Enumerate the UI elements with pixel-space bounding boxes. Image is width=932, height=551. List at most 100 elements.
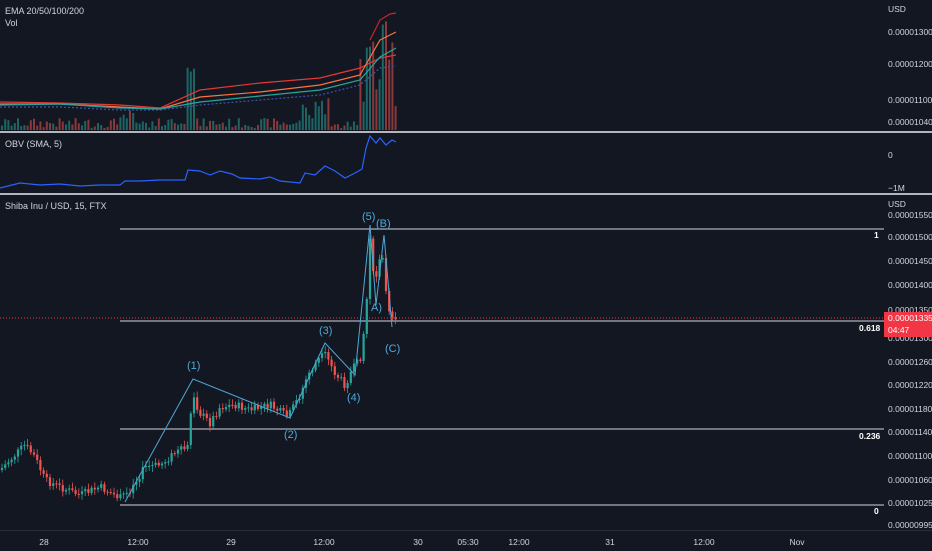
volume-bar: [381, 24, 384, 131]
candle-body: [135, 481, 138, 485]
volume-bar: [125, 118, 128, 130]
candle-body: [164, 462, 167, 464]
volume-bar: [116, 124, 119, 130]
volume-bar: [263, 118, 266, 130]
main-price-axis[interactable]: USD 0.00001550 0.00001500 0.00001450 0.0…: [884, 195, 932, 530]
symbol-title[interactable]: Shiba Inu / USD, 15, FTX: [5, 201, 107, 211]
volume-bar: [279, 124, 282, 130]
candle-body: [314, 362, 317, 371]
main-price-pane[interactable]: Shiba Inu / USD, 15, FTX (1) (2) (3) (4)…: [0, 195, 932, 530]
volume-bar: [199, 125, 202, 130]
candle-body: [26, 444, 29, 446]
volume-bar: [145, 122, 147, 130]
price-tick: 0.00000995: [888, 520, 932, 530]
candle-body: [381, 258, 384, 260]
pane-divider[interactable]: [0, 193, 932, 195]
candle-body: [170, 453, 173, 462]
candle-body: [301, 387, 304, 399]
time-tick: 12:00: [693, 537, 715, 547]
candle-body: [189, 413, 192, 445]
volume-bar: [260, 119, 263, 130]
candle-body: [317, 357, 320, 363]
wave-label-5: (5): [362, 211, 375, 223]
candle-body: [93, 487, 96, 490]
obv-legend[interactable]: OBV (SMA, 5): [5, 139, 63, 149]
price-tick: 0.00001400: [888, 280, 932, 290]
candle-body: [365, 298, 368, 334]
volume-legend[interactable]: Vol: [5, 18, 18, 28]
volume-bar: [346, 121, 349, 130]
candle-body: [0, 467, 4, 470]
pane-divider[interactable]: [0, 131, 932, 133]
volume-bar: [81, 125, 83, 130]
volume-bar: [225, 126, 227, 130]
candle-body: [192, 397, 196, 414]
volume-bar: [52, 123, 55, 130]
candle-body: [100, 484, 103, 488]
volume-bar: [71, 124, 74, 130]
volume-bar: [23, 125, 26, 130]
ema-tick: 0.00001040: [888, 117, 932, 127]
volume-bar: [301, 104, 304, 130]
volume-bar: [61, 121, 64, 130]
volume-bar: [385, 21, 387, 130]
time-tick: 29: [226, 537, 236, 547]
volume-bar: [269, 127, 272, 130]
candle-body: [359, 359, 362, 361]
obv-pane[interactable]: OBV (SMA, 5) 0 −1M: [0, 133, 932, 193]
candle-body: [237, 402, 240, 409]
volume-bar: [189, 71, 192, 130]
candle-body: [269, 401, 272, 409]
candle-body: [20, 445, 23, 450]
candle-body: [349, 371, 352, 384]
candle-body: [285, 410, 288, 417]
volume-bar: [215, 124, 218, 130]
candle-body: [336, 375, 340, 378]
ema-volume-plot: [0, 12, 397, 131]
candle-body: [340, 377, 343, 379]
volume-bar: [298, 120, 301, 130]
ema-tick: 0.00001100: [888, 95, 932, 105]
candle-body: [13, 456, 16, 460]
candle-body: [68, 488, 71, 490]
ema-legend[interactable]: EMA 20/50/100/200: [5, 6, 85, 16]
wave-label-3: (3): [319, 325, 332, 337]
candle-body: [151, 464, 154, 466]
candle-body: [61, 484, 64, 492]
candle-body: [352, 363, 356, 372]
volume-bar: [170, 119, 173, 130]
candle-body: [240, 402, 244, 410]
candle-body: [154, 462, 157, 465]
volume-bar: [39, 121, 42, 130]
volume-bar: [276, 120, 279, 130]
candle-body: [122, 493, 125, 495]
volume-bar: [167, 119, 170, 130]
price-tick: 0.00001260: [888, 357, 932, 367]
obv-axis[interactable]: 0 −1M: [884, 133, 932, 193]
wave-label-b: (B): [376, 218, 391, 230]
candle-body: [90, 487, 93, 493]
fib-label-0: 0: [874, 506, 879, 516]
ema-price-axis[interactable]: USD 0.00001300 0.00001200 0.00001100 0.0…: [884, 0, 932, 131]
time-axis[interactable]: [0, 530, 932, 551]
bar-countdown: 04:47: [884, 324, 932, 337]
volume-bar: [109, 120, 112, 130]
candle-body: [23, 444, 26, 446]
candle-body: [253, 404, 256, 411]
candle-body: [256, 404, 260, 409]
price-tick: 0.00001025: [888, 498, 932, 508]
volume-bar: [311, 118, 314, 130]
candle-body: [221, 408, 224, 410]
volume-bar: [343, 125, 346, 130]
volume-bar: [228, 118, 231, 130]
price-tick: 0.00001450: [888, 256, 932, 266]
volume-bar: [356, 125, 359, 130]
candle-body: [279, 408, 282, 411]
volume-bar: [327, 98, 330, 130]
candle-body: [103, 484, 106, 492]
ema-volume-pane[interactable]: EMA 20/50/100/200 Vol USD 0.00001300 0.0…: [0, 0, 932, 131]
candle-body: [80, 491, 84, 495]
price-tick: 0.00001180: [888, 404, 932, 414]
volume-bar: [97, 123, 99, 130]
volume-bar: [4, 119, 7, 130]
